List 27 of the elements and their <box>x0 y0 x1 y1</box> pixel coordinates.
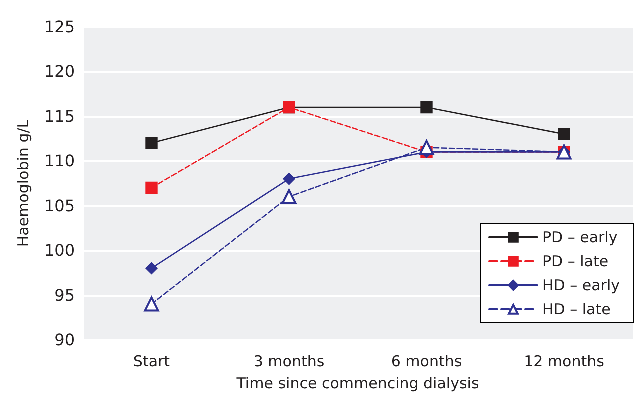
legend-label: PD – late <box>542 252 609 270</box>
x-tick-label: Start <box>133 352 170 370</box>
point <box>558 128 570 140</box>
point <box>146 262 158 275</box>
x-tick-label: 6 months <box>391 352 462 370</box>
legend-label: HD – late <box>542 300 611 318</box>
point <box>146 182 158 194</box>
y-tick-label: 125 <box>44 18 75 36</box>
y-tick-label: 90 <box>54 330 75 350</box>
point <box>283 172 296 186</box>
y-tick-label: 115 <box>44 106 75 126</box>
x-tick-label: 3 months <box>254 352 325 370</box>
y-tick-label: 110 <box>44 152 75 171</box>
legend-label: PD – early <box>542 228 618 246</box>
point <box>419 140 434 156</box>
y-tick-label: 120 <box>44 62 75 82</box>
y-tick-label: 100 <box>44 241 75 260</box>
y-tick-label: 105 <box>44 196 75 216</box>
legend-label: HD – early <box>542 276 620 294</box>
point <box>282 189 297 204</box>
x-tick-label: 12 months <box>524 352 605 370</box>
y-axis-title: Haemoglobin g/L <box>14 119 32 248</box>
point <box>420 101 433 114</box>
point <box>146 137 158 150</box>
x-axis-title: Time since commencing dialysis <box>236 374 480 392</box>
point <box>144 296 160 312</box>
y-tick-label: 95 <box>54 286 75 305</box>
